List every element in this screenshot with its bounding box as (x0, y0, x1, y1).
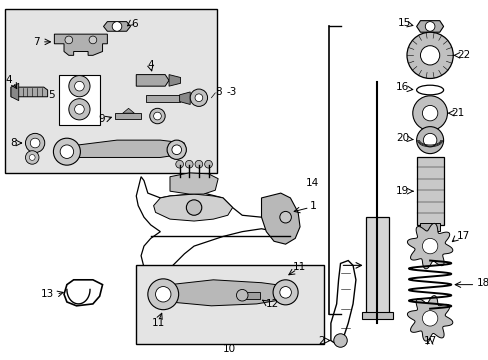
Circle shape (30, 138, 40, 148)
Circle shape (172, 145, 181, 154)
Circle shape (155, 287, 171, 302)
Polygon shape (170, 173, 218, 194)
Circle shape (272, 280, 298, 305)
FancyBboxPatch shape (416, 157, 443, 225)
Circle shape (420, 46, 439, 65)
Circle shape (422, 105, 437, 121)
FancyBboxPatch shape (5, 9, 217, 173)
Text: 22: 22 (456, 50, 469, 60)
Circle shape (167, 140, 186, 159)
Circle shape (185, 160, 193, 168)
Polygon shape (153, 194, 232, 221)
Circle shape (195, 160, 203, 168)
Text: 7: 7 (33, 37, 40, 47)
Text: 21: 21 (450, 108, 464, 118)
Polygon shape (115, 113, 141, 119)
Text: -3: -3 (226, 87, 237, 97)
Text: 6: 6 (131, 19, 138, 28)
Text: 15: 15 (397, 18, 410, 28)
Circle shape (65, 36, 73, 44)
Circle shape (236, 289, 247, 301)
Text: 2: 2 (318, 336, 325, 346)
Circle shape (89, 36, 97, 44)
Circle shape (60, 145, 74, 158)
Polygon shape (11, 87, 47, 97)
Ellipse shape (416, 85, 443, 95)
Circle shape (422, 238, 437, 254)
Polygon shape (54, 34, 107, 55)
Text: 19: 19 (395, 186, 408, 196)
Circle shape (425, 22, 434, 31)
Circle shape (333, 334, 346, 347)
Circle shape (25, 151, 39, 164)
Circle shape (204, 160, 212, 168)
Text: 5: 5 (48, 90, 54, 100)
Text: 20: 20 (395, 133, 408, 143)
Text: 13: 13 (41, 289, 54, 299)
Text: 14: 14 (305, 179, 319, 189)
Circle shape (25, 133, 44, 153)
FancyBboxPatch shape (59, 75, 100, 125)
FancyBboxPatch shape (365, 217, 388, 314)
Text: 18: 18 (475, 278, 488, 288)
Circle shape (195, 94, 203, 102)
FancyBboxPatch shape (420, 223, 439, 231)
Circle shape (175, 160, 183, 168)
Text: 8: 8 (10, 138, 17, 148)
Polygon shape (244, 292, 259, 299)
Polygon shape (153, 280, 290, 306)
Polygon shape (407, 223, 452, 269)
Text: 17: 17 (423, 336, 436, 346)
Polygon shape (261, 193, 300, 244)
Circle shape (279, 211, 291, 223)
Circle shape (149, 108, 165, 124)
Text: 17: 17 (456, 231, 469, 242)
Circle shape (412, 96, 447, 130)
Circle shape (153, 112, 161, 120)
Text: 11: 11 (292, 262, 305, 272)
Polygon shape (169, 75, 180, 86)
Text: 1: 1 (309, 201, 316, 211)
Circle shape (53, 138, 80, 165)
Circle shape (112, 22, 122, 31)
Polygon shape (57, 140, 184, 157)
Text: 10: 10 (223, 344, 236, 354)
Text: 12: 12 (265, 299, 278, 309)
Circle shape (190, 89, 207, 107)
Polygon shape (407, 296, 452, 341)
Text: 4: 4 (147, 60, 154, 70)
Circle shape (406, 32, 452, 78)
Polygon shape (136, 75, 169, 86)
Circle shape (186, 200, 202, 215)
Circle shape (69, 76, 90, 97)
Text: 8: 8 (215, 87, 222, 97)
Polygon shape (103, 22, 130, 31)
Circle shape (75, 104, 84, 114)
FancyBboxPatch shape (361, 312, 392, 319)
Circle shape (279, 287, 291, 298)
Circle shape (423, 133, 436, 147)
Polygon shape (145, 95, 179, 102)
Text: 11: 11 (151, 318, 165, 328)
Circle shape (147, 279, 178, 310)
Text: 4: 4 (6, 75, 12, 85)
Text: 9: 9 (99, 114, 105, 124)
Circle shape (29, 154, 35, 160)
Polygon shape (416, 21, 443, 32)
Polygon shape (179, 92, 190, 104)
Circle shape (422, 311, 437, 326)
Polygon shape (122, 108, 134, 113)
Circle shape (416, 127, 443, 154)
Polygon shape (11, 83, 19, 100)
Text: 16: 16 (395, 82, 408, 92)
FancyBboxPatch shape (136, 265, 324, 345)
Circle shape (75, 81, 84, 91)
Circle shape (69, 99, 90, 120)
